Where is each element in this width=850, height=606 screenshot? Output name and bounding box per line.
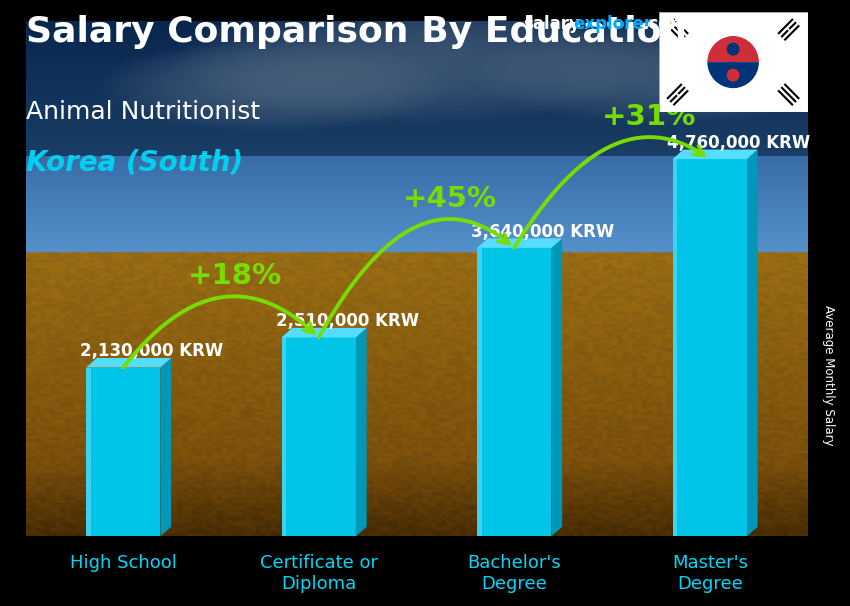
- Circle shape: [720, 62, 746, 88]
- Text: explorer: explorer: [574, 15, 653, 33]
- Polygon shape: [477, 238, 562, 248]
- Polygon shape: [281, 338, 356, 536]
- Text: +18%: +18%: [188, 262, 282, 290]
- Bar: [26, 21, 850, 156]
- Text: 4,760,000 KRW: 4,760,000 KRW: [666, 134, 810, 152]
- Text: Master's
Degree: Master's Degree: [672, 554, 748, 593]
- Text: 2,130,000 KRW: 2,130,000 KRW: [80, 342, 224, 361]
- Text: Average Monthly Salary: Average Monthly Salary: [822, 305, 836, 446]
- Polygon shape: [552, 238, 562, 536]
- Text: +45%: +45%: [403, 185, 497, 213]
- Text: .com: .com: [642, 15, 687, 33]
- Text: 2,510,000 KRW: 2,510,000 KRW: [275, 312, 419, 330]
- Text: +31%: +31%: [602, 103, 696, 131]
- Polygon shape: [477, 248, 482, 536]
- Circle shape: [727, 42, 740, 56]
- Polygon shape: [356, 328, 366, 536]
- Polygon shape: [281, 338, 286, 536]
- Text: Korea (South): Korea (South): [26, 148, 242, 176]
- FancyBboxPatch shape: [659, 12, 808, 112]
- Polygon shape: [86, 358, 171, 367]
- Text: 3,640,000 KRW: 3,640,000 KRW: [471, 223, 615, 241]
- Text: salary: salary: [523, 15, 580, 33]
- Wedge shape: [707, 62, 759, 88]
- Polygon shape: [672, 159, 747, 536]
- Polygon shape: [747, 150, 757, 536]
- Text: Animal Nutritionist: Animal Nutritionist: [26, 100, 259, 124]
- Text: Salary Comparison By Education: Salary Comparison By Education: [26, 15, 687, 49]
- Polygon shape: [161, 358, 171, 536]
- Text: High School: High School: [70, 554, 177, 571]
- Circle shape: [720, 36, 746, 62]
- Polygon shape: [672, 150, 757, 159]
- Polygon shape: [86, 367, 91, 536]
- Polygon shape: [477, 248, 552, 536]
- Polygon shape: [281, 328, 366, 338]
- Text: Bachelor's
Degree: Bachelor's Degree: [468, 554, 561, 593]
- Circle shape: [727, 68, 740, 82]
- Polygon shape: [86, 367, 161, 536]
- Text: Certificate or
Diploma: Certificate or Diploma: [260, 554, 377, 593]
- Wedge shape: [707, 36, 759, 62]
- Polygon shape: [672, 159, 677, 536]
